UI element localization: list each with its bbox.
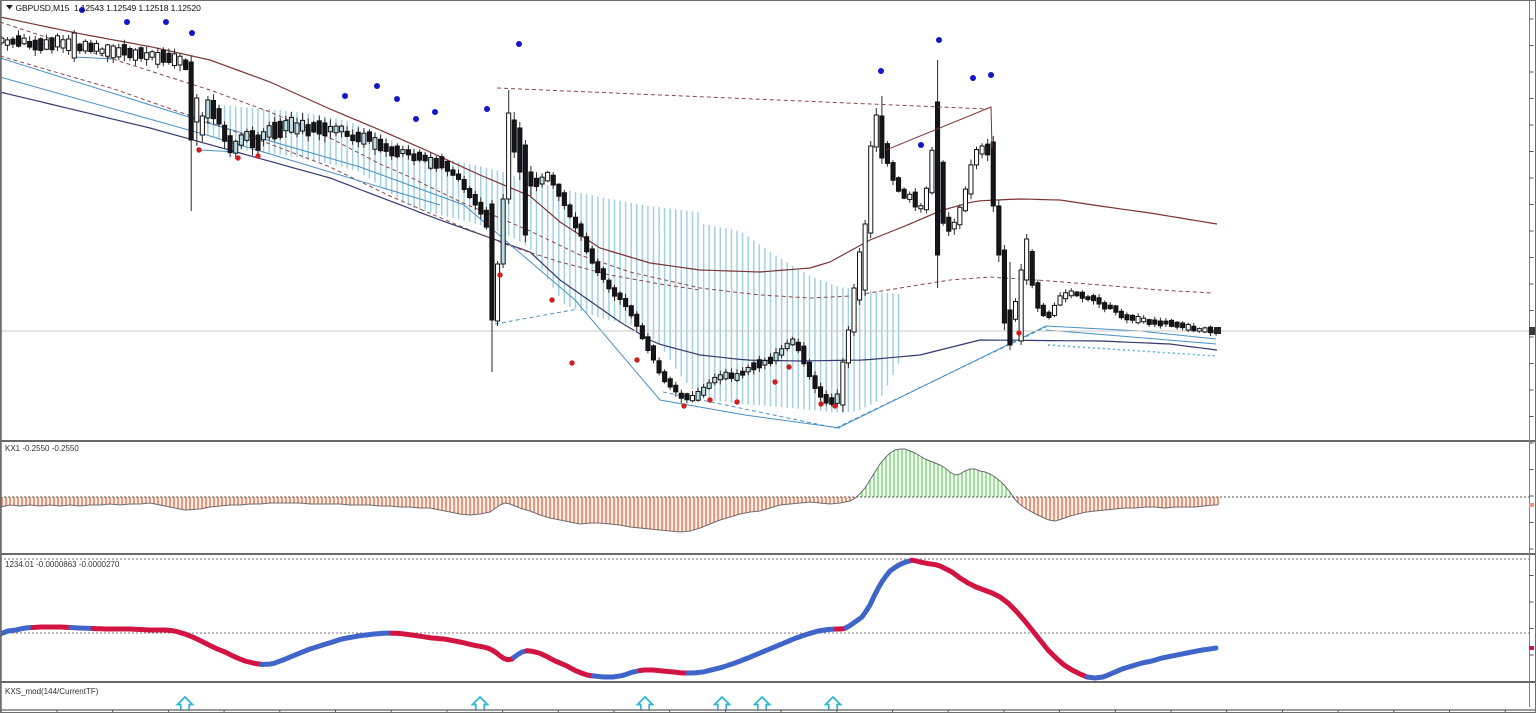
svg-text:KXS_mod(144/CurrentTF): KXS_mod(144/CurrentTF)	[5, 687, 99, 696]
svg-text:1234.01 -0.0000863 -0.0000270: 1234.01 -0.0000863 -0.0000270	[5, 560, 120, 569]
svg-text:KX1 -0.2550 -0.2550: KX1 -0.2550 -0.2550	[5, 444, 79, 453]
svg-text:GBPUSD,M15 1.12543 1.12549 1.: GBPUSD,M15 1.12543 1.12549 1.12518 1.125…	[16, 3, 202, 13]
